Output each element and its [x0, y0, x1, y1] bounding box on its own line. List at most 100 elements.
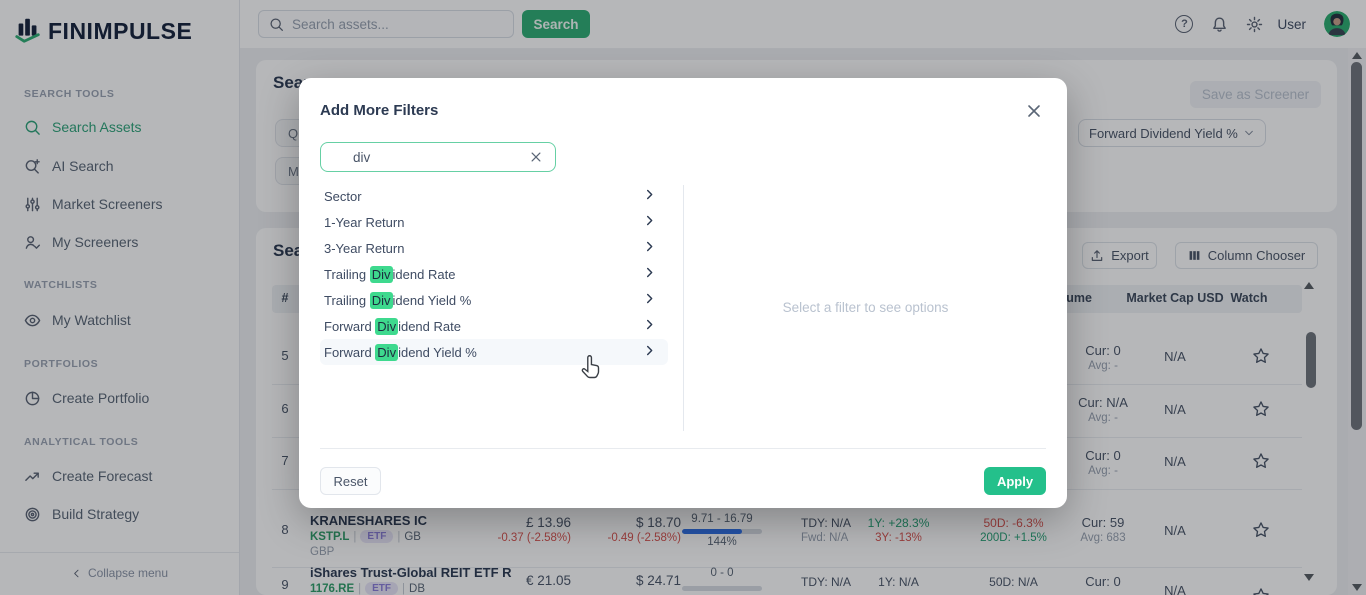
- column-chooser-button[interactable]: Column Chooser: [1175, 242, 1318, 269]
- screener-sliders-icon: [25, 197, 40, 211]
- col-header-watch: Watch: [1230, 291, 1268, 305]
- watch-star-icon[interactable]: [1251, 520, 1271, 543]
- volume-current: Cur: 0: [1085, 448, 1121, 463]
- asset-ticker: KSTP.L: [310, 530, 350, 543]
- asset-name-cell[interactable]: KRANESHARES IC KSTP.L | ETF | GB GBP: [310, 513, 427, 560]
- asset-name: KRANESHARES IC: [310, 513, 428, 528]
- returns-cell: 1Y: +28.3% 3Y: -13%: [861, 515, 936, 546]
- market-cap-cell: N/A: [1164, 349, 1186, 364]
- filter-option-trailing-dividend-rate[interactable]: Trailing Div idend Rate: [320, 261, 668, 287]
- eye-icon: [24, 314, 41, 326]
- sidebar-item-my-watchlist[interactable]: My Watchlist: [24, 309, 131, 331]
- sidebar-item-search-assets[interactable]: Search Assets: [24, 116, 142, 138]
- table-scroll-up-arrow[interactable]: [1304, 282, 1314, 289]
- clear-search-icon[interactable]: [529, 150, 543, 164]
- volume-current: Cur: 0: [1085, 343, 1121, 358]
- sidebar-section-watchlists: WATCHLISTS: [24, 279, 98, 291]
- column-chooser-label: Column Chooser: [1207, 248, 1306, 263]
- range-percent: 144%: [707, 536, 737, 548]
- filter-option-trailing-dividend-yield[interactable]: Trailing Div idend Yield %: [320, 287, 668, 313]
- page-scroll-up-arrow[interactable]: [1352, 52, 1362, 59]
- target-icon: [25, 507, 40, 521]
- volume-cell: Cur: 59 Avg: 683: [1063, 515, 1143, 546]
- chevron-right-icon: [643, 292, 656, 308]
- page-scroll-down-arrow[interactable]: [1352, 584, 1362, 591]
- return-1y: 1Y: +28.3%: [867, 516, 930, 530]
- filter-text: idend Rate: [398, 318, 461, 334]
- asset-type-badge: ETF: [365, 582, 399, 595]
- brand-logo[interactable]: FINIMPULSE: [13, 15, 192, 48]
- search-button[interactable]: Search: [522, 10, 590, 38]
- nav-label: Build Strategy: [52, 506, 140, 522]
- volume-cell: Cur: N/A Avg: -: [1063, 395, 1143, 426]
- watch-star-icon[interactable]: [1251, 451, 1271, 474]
- page-scrollbar-thumb[interactable]: [1351, 62, 1362, 430]
- volume-average: Avg: -: [1088, 412, 1118, 424]
- filter-options-empty-state: Select a filter to see options: [782, 300, 949, 315]
- close-icon[interactable]: [1025, 102, 1043, 120]
- return-3y: 3Y: -13%: [875, 532, 922, 544]
- collapse-menu-button[interactable]: Collapse menu: [0, 566, 239, 580]
- asset-currency: GBP: [310, 546, 335, 558]
- filter-option-forward-dividend-yield[interactable]: Forward Div idend Yield %: [320, 339, 668, 365]
- sidebar-item-my-screeners[interactable]: My Screeners: [24, 231, 138, 253]
- filter-option-3-year-return[interactable]: 3-Year Return: [320, 235, 668, 261]
- watch-star-icon[interactable]: [1251, 346, 1271, 369]
- chevron-right-icon: [643, 344, 656, 360]
- filter-search-input[interactable]: [333, 149, 529, 165]
- sidebar-item-ai-search[interactable]: AI Search: [24, 155, 113, 177]
- sidebar-divider: [0, 552, 239, 553]
- watch-star-icon[interactable]: [1251, 586, 1271, 595]
- range-cell: 9.71 - 16.79 144%: [682, 513, 762, 549]
- table-scrollbar-thumb[interactable]: [1306, 332, 1316, 388]
- filter-text: Trailing: [324, 266, 370, 282]
- sidebar-item-create-portfolio[interactable]: Create Portfolio: [24, 387, 149, 409]
- forward-yield: Fwd: N/A: [801, 532, 849, 544]
- add-more-filters-modal: Add More Filters Sector 1-Year Return 3-…: [299, 78, 1067, 508]
- chevron-right-icon: [643, 214, 656, 230]
- help-icon[interactable]: ?: [1175, 15, 1194, 33]
- export-button[interactable]: Export: [1082, 242, 1157, 269]
- asset-name-cell[interactable]: iShares Trust-Global REIT ETF R 1176.RE …: [310, 565, 512, 595]
- bell-icon[interactable]: [1211, 16, 1228, 33]
- row-index: 5: [281, 348, 289, 363]
- gear-icon[interactable]: [1246, 16, 1263, 33]
- filter-search-box: [320, 142, 556, 172]
- sort-dropdown[interactable]: Forward Dividend Yield %: [1078, 119, 1266, 147]
- volume-average: Avg: -: [1088, 360, 1118, 372]
- volume-average: Avg: -: [1088, 465, 1118, 477]
- topbar: Search ? User: [240, 0, 1366, 48]
- row-index: 9: [281, 577, 289, 592]
- filter-text: Forward: [324, 344, 376, 360]
- watch-star-icon[interactable]: [1251, 399, 1271, 422]
- price-local-cell: £ 13.96 -0.37 (-2.58%): [486, 515, 571, 546]
- apply-button[interactable]: Apply: [984, 467, 1046, 495]
- yield-cell: TDY: N/A Fwd: N/A: [801, 515, 851, 546]
- sidebar-item-market-screeners[interactable]: Market Screeners: [24, 193, 162, 215]
- reset-button[interactable]: Reset: [320, 467, 381, 495]
- price-local-change: -0.37 (-2.58%): [497, 532, 571, 544]
- sidebar-item-create-forecast[interactable]: Create Forecast: [24, 465, 152, 487]
- filter-option-1-year-return[interactable]: 1-Year Return: [320, 209, 668, 235]
- filter-option-forward-dividend-rate[interactable]: Forward Div idend Rate: [320, 313, 668, 339]
- ma-50d: 50D: -6.3%: [983, 516, 1044, 530]
- price-usd-cell: $ 24.71: [596, 573, 681, 589]
- sidebar-section-analytical-tools: ANALYTICAL TOOLS: [24, 436, 139, 448]
- asset-search-input[interactable]: [292, 16, 503, 32]
- chevron-right-icon: [643, 240, 656, 256]
- filter-text: idend Yield %: [392, 292, 472, 308]
- modal-panel-divider: [683, 185, 684, 431]
- user-avatar[interactable]: [1324, 11, 1350, 37]
- sidebar-section-portfolios: PORTFOLIOS: [24, 358, 99, 370]
- nav-label: Market Screeners: [52, 196, 163, 212]
- filter-option-sector[interactable]: Sector: [320, 183, 668, 209]
- volume-current: Cur: N/A: [1078, 395, 1128, 410]
- trend-arrow-icon: [25, 471, 39, 481]
- sidebar-item-build-strategy[interactable]: Build Strategy: [24, 503, 139, 525]
- save-as-screener-button[interactable]: Save as Screener: [1190, 81, 1321, 108]
- table-scroll-down-arrow[interactable]: [1304, 574, 1314, 581]
- col-header-market-cap: Market Cap USD: [1126, 291, 1224, 305]
- price-local: € 21.05: [525, 573, 571, 588]
- ai-search-icon: [25, 158, 40, 174]
- range-bar: [682, 529, 762, 534]
